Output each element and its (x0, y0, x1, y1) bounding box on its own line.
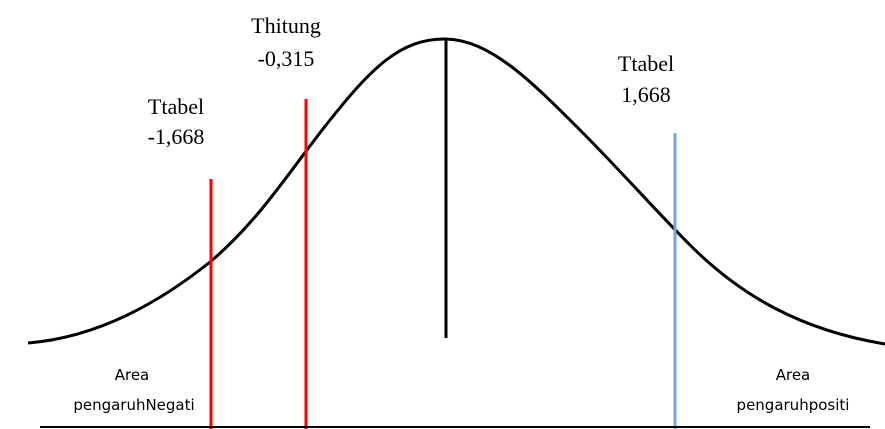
thitung-value: -0,315 (258, 46, 315, 71)
thitung-title: Thitung (251, 13, 321, 38)
ttabel-left-value: -1,668 (148, 124, 205, 149)
area-left-label-line1: Area (115, 366, 150, 384)
area-right-label-line1: Area (776, 366, 811, 384)
ttabel-right-title: Ttabel (618, 51, 674, 76)
normal-distribution-curve (27, 37, 885, 346)
ttabel-left-title: Ttabel (148, 94, 204, 119)
area-right-label-line2: pengaruhpositi (737, 396, 850, 414)
area-left-label-line2: pengaruhNegati (73, 396, 194, 414)
ttabel-right-value: 1,668 (621, 82, 671, 107)
